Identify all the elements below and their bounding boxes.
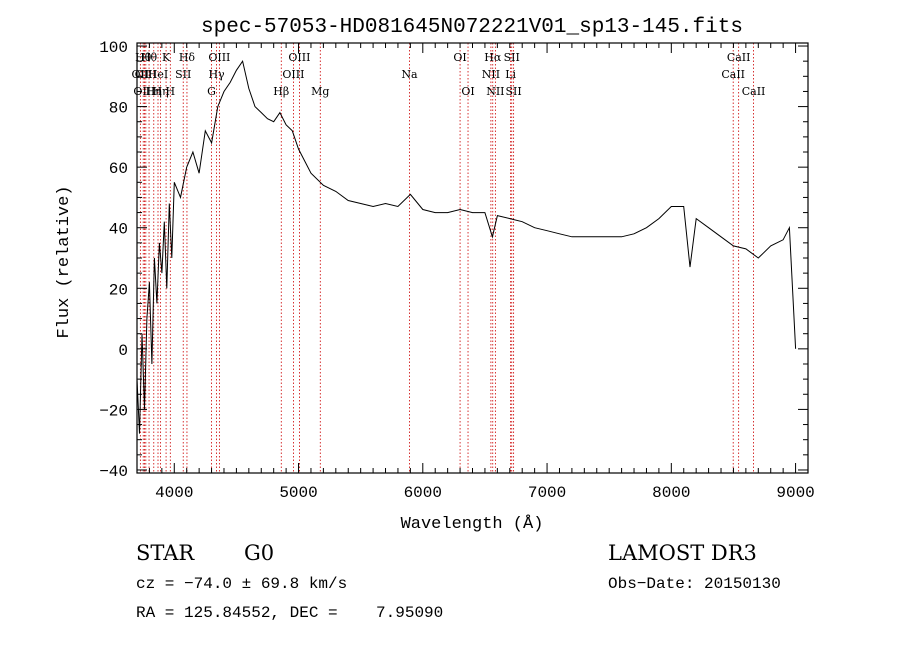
x-tick-label: 9000	[776, 484, 814, 502]
line-label: SII	[504, 51, 520, 64]
line-label: OIII	[208, 51, 230, 64]
line-label: OIII	[282, 68, 304, 81]
x-axis: 4000 5000 6000 7000 8000 9000	[136, 43, 815, 502]
chart-title: spec-57053-HD081645N072221V01_sp13-145.f…	[201, 16, 743, 39]
spectrum-chart: spec-57053-HD081645N072221V01_sp13-145.f…	[55, 16, 815, 534]
line-markers	[139, 43, 754, 473]
line-label: Hη	[146, 85, 162, 98]
plot-frame	[136, 42, 809, 474]
x-tick-label: 4000	[155, 484, 193, 502]
line-label: Li	[505, 68, 516, 81]
line-label: Hβ	[273, 85, 289, 98]
line-label: K	[162, 51, 171, 64]
line-label: CaII	[727, 51, 751, 64]
line-label: Mg	[311, 85, 329, 98]
survey-name: LAMOST DR3	[608, 541, 757, 565]
y-axis-label: Flux (relative)	[55, 185, 74, 338]
line-label: Hη	[153, 85, 169, 98]
line-label: G	[207, 85, 216, 98]
line-label: Hγ	[208, 68, 225, 81]
y-axis: −40 −20 0 20 40 60 80 100	[99, 39, 808, 481]
y-tick-label: 40	[109, 221, 128, 239]
line-label: OII	[131, 68, 149, 81]
y-tick-label: −40	[99, 463, 128, 481]
line-label: Hθ	[141, 51, 158, 64]
line-label: Hα	[484, 51, 502, 64]
line-label: CaII	[742, 85, 766, 98]
redshift-readout: cz = −74.0 ± 69.8 km/s	[136, 575, 348, 593]
line-label: NII	[482, 68, 500, 81]
line-label: SII	[175, 68, 191, 81]
y-tick-label: 20	[109, 281, 128, 299]
observation-date: Obs−Date: 20150130	[608, 575, 781, 593]
y-tick-label: 100	[99, 39, 128, 57]
spectral-class: STAR	[136, 541, 195, 565]
x-axis-label: Wavelength (Å)	[401, 515, 544, 534]
spectrum-series-line	[136, 59, 797, 434]
line-label: OI	[461, 85, 474, 98]
x-tick-label: 5000	[279, 484, 317, 502]
line-labels: OIIHθOIIIOIIIHθHηHeIHηKHSIIHδGHγOIIIHβOI…	[131, 51, 765, 98]
line-label: HeI	[148, 68, 168, 81]
line-label: SII	[506, 85, 522, 98]
y-tick-label: 80	[109, 100, 128, 118]
y-tick-label: −20	[99, 402, 128, 420]
line-label: Na	[401, 68, 418, 81]
line-label: H	[166, 85, 176, 98]
line-label: OIII	[133, 85, 155, 98]
x-tick-label: 7000	[528, 484, 566, 502]
line-label: CaII	[721, 68, 745, 81]
line-label: Hδ	[179, 51, 196, 64]
line-label: OIII	[135, 68, 157, 81]
y-tick-label: 60	[109, 160, 128, 178]
coordinates-readout: RA = 125.84552, DEC = 7.95090	[136, 604, 444, 622]
x-tick-label: 8000	[652, 484, 690, 502]
y-tick-label: 0	[118, 342, 128, 360]
x-tick-label: 6000	[404, 484, 442, 502]
line-label: OI	[453, 51, 466, 64]
line-label: OIII	[288, 51, 310, 64]
spectral-subclass: G0	[244, 541, 275, 565]
line-label: NII	[486, 85, 504, 98]
